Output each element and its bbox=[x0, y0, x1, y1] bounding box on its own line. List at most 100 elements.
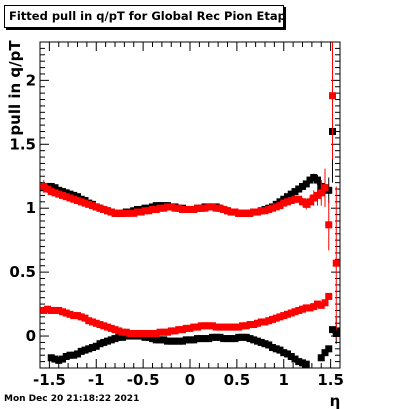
data-point bbox=[152, 205, 160, 213]
data-point bbox=[59, 191, 66, 199]
data-point bbox=[246, 209, 254, 217]
data-point bbox=[212, 323, 220, 331]
data-point bbox=[257, 318, 265, 326]
data-point bbox=[306, 176, 314, 184]
data-point bbox=[205, 203, 213, 211]
data-point bbox=[40, 182, 48, 190]
data-point bbox=[276, 313, 284, 321]
data-point bbox=[141, 207, 149, 215]
y-tick-label: 0.5 bbox=[9, 263, 36, 281]
data-point bbox=[145, 207, 153, 215]
data-point bbox=[314, 176, 321, 184]
data-point bbox=[47, 188, 55, 196]
data-point bbox=[265, 317, 273, 325]
data-point bbox=[115, 209, 123, 217]
data-point bbox=[227, 323, 235, 331]
data-point bbox=[59, 308, 66, 316]
data-point bbox=[81, 346, 89, 354]
data-point bbox=[100, 338, 108, 346]
data-point bbox=[149, 335, 156, 343]
data-point bbox=[126, 329, 134, 337]
data-point bbox=[216, 323, 224, 331]
data-point bbox=[111, 326, 119, 334]
x-axis-label: η bbox=[330, 392, 341, 409]
data-marks bbox=[40, 42, 340, 368]
data-point bbox=[209, 333, 216, 341]
data-point bbox=[100, 205, 108, 213]
data-point bbox=[55, 186, 63, 194]
data-point bbox=[329, 92, 336, 100]
data-point bbox=[89, 344, 96, 352]
data-point bbox=[85, 345, 93, 353]
data-point bbox=[325, 186, 333, 194]
data-point bbox=[284, 310, 291, 318]
data-point bbox=[104, 207, 111, 215]
data-point bbox=[55, 356, 63, 364]
data-point bbox=[122, 332, 130, 340]
data-point bbox=[115, 333, 123, 341]
data-point bbox=[299, 182, 306, 190]
data-point bbox=[295, 358, 303, 366]
data-point bbox=[317, 301, 325, 309]
data-point bbox=[164, 337, 171, 345]
data-point bbox=[62, 193, 70, 201]
data-point bbox=[77, 347, 85, 355]
data-point bbox=[47, 354, 55, 362]
y-axis-label: pull in q/pT bbox=[6, 40, 24, 136]
data-point bbox=[314, 300, 321, 308]
data-point bbox=[55, 190, 63, 198]
data-point bbox=[299, 198, 306, 206]
data-point bbox=[89, 202, 96, 210]
data-point bbox=[179, 337, 186, 345]
data-point bbox=[66, 310, 74, 318]
data-point bbox=[175, 337, 183, 345]
data-point bbox=[66, 190, 74, 198]
data-point bbox=[111, 209, 119, 217]
data-point bbox=[104, 323, 111, 331]
data-point bbox=[160, 336, 168, 344]
data-point bbox=[272, 345, 280, 353]
data-point bbox=[44, 305, 51, 313]
data-point bbox=[242, 333, 250, 341]
data-point bbox=[81, 314, 89, 322]
data-point bbox=[194, 204, 201, 212]
data-point bbox=[186, 324, 194, 332]
data-point bbox=[62, 189, 70, 197]
data-point bbox=[287, 197, 295, 205]
data-point bbox=[85, 317, 93, 325]
data-point bbox=[235, 333, 243, 341]
data-point bbox=[254, 319, 261, 327]
data-point bbox=[291, 195, 299, 203]
data-point bbox=[295, 195, 303, 203]
data-point bbox=[284, 350, 291, 358]
data-point bbox=[145, 329, 153, 337]
data-point bbox=[269, 204, 276, 212]
x-tick-label: -0.5 bbox=[127, 371, 160, 389]
data-point bbox=[306, 198, 314, 206]
data-point bbox=[276, 346, 284, 354]
data-point bbox=[119, 333, 126, 341]
data-point bbox=[77, 313, 85, 321]
data-point bbox=[130, 329, 138, 337]
data-point bbox=[156, 204, 164, 212]
data-point bbox=[224, 323, 231, 331]
data-point bbox=[321, 349, 329, 357]
data-point bbox=[51, 189, 59, 197]
data-point bbox=[96, 340, 104, 348]
data-point bbox=[152, 336, 160, 344]
data-point bbox=[257, 207, 265, 215]
data-point bbox=[280, 312, 288, 320]
data-point bbox=[291, 188, 299, 196]
timestamp: Mon Dec 20 21:18:22 2021 bbox=[4, 394, 140, 404]
data-point bbox=[212, 204, 220, 212]
data-point bbox=[321, 184, 329, 192]
data-point bbox=[332, 259, 340, 267]
data-point bbox=[302, 360, 310, 368]
data-point bbox=[186, 336, 194, 344]
data-point bbox=[62, 352, 70, 360]
data-point bbox=[152, 202, 160, 210]
data-point bbox=[137, 329, 145, 337]
data-point bbox=[201, 204, 209, 212]
data-point bbox=[145, 333, 153, 341]
data-point bbox=[239, 209, 246, 217]
